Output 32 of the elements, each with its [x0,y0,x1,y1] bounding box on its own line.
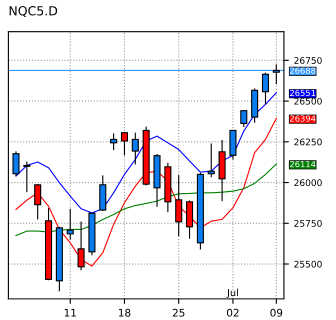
ref-line-label: 26688 [290,67,316,74]
candlestick [208,142,215,178]
x-tick-label: 11 [64,308,76,317]
data-label: 26114 [290,160,316,168]
x-tick-label: 18 [118,308,130,317]
chart-title: NQC5.D [10,6,58,17]
y-tick-label: 25750 [294,220,322,227]
candlestick [23,161,30,193]
candlestick [262,72,270,105]
y-tick-label: 26000 [294,179,322,186]
candlestick [120,131,128,156]
candlestick [110,132,118,151]
y-tick-label: 26250 [294,138,322,146]
candlestick [175,174,182,237]
line-series [15,92,277,214]
line-series [15,163,277,236]
y-tick-label: 26500 [294,98,322,105]
candlestick [66,208,74,240]
x-tick-label: 02 [226,308,239,317]
data-label: 26394 [290,115,316,122]
data-label: 26551 [290,90,316,96]
candlestick [240,110,248,128]
y-tick-label: 26750 [294,57,322,64]
annotation: Jul [226,288,238,298]
line-series [15,118,277,267]
candlestick [132,132,139,166]
candlestick [272,64,280,85]
x-tick-label: 09 [270,308,282,317]
y-tick-label: 25500 [294,260,322,268]
x-tick-label: 25 [172,308,184,317]
candlestick [12,150,20,177]
candlestick [34,184,42,220]
